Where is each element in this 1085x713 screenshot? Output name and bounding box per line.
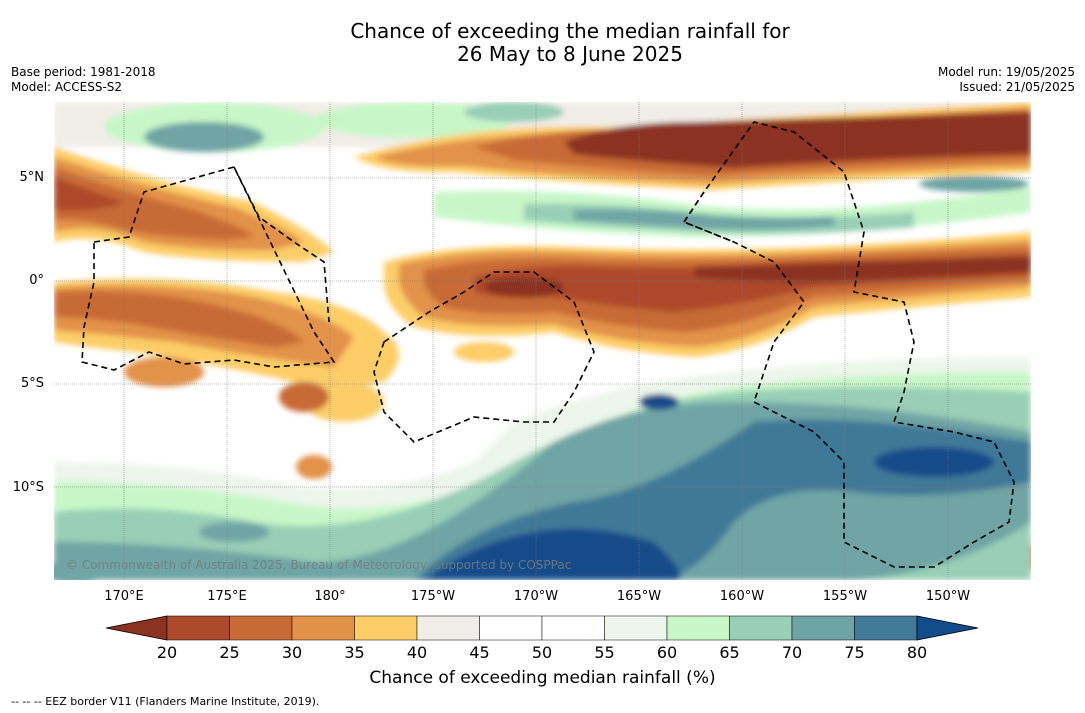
model-info: Base period: 1981-2018 Model: ACCESS-S2 bbox=[11, 65, 156, 95]
colorbar-segment bbox=[416, 615, 480, 641]
map-graticule bbox=[54, 102, 1031, 580]
colorbar-segment bbox=[791, 615, 855, 641]
model-run-text: Model run: 19/05/2025 bbox=[937, 65, 1075, 79]
lat-label-5n: 5°N bbox=[19, 170, 45, 185]
colorbar-segment bbox=[604, 615, 668, 641]
rainfall-field bbox=[54, 102, 1031, 580]
run-info: Model run: 19/05/2025 Issued: 21/05/2025 bbox=[938, 65, 1075, 95]
eez-kiribati-north bbox=[682, 191, 735, 243]
colorbar bbox=[106, 615, 979, 641]
title-line-2: 26 May to 8 June 2025 bbox=[457, 42, 683, 66]
eez-tokelau bbox=[233, 166, 330, 323]
model-name-text: Model: ACCESS-S2 bbox=[11, 80, 123, 94]
colorbar-tick-label: 75 bbox=[844, 643, 865, 662]
colorbar-label: Chance of exceeding median rainfall (%) bbox=[369, 668, 716, 688]
lon-label-170w: 170°W bbox=[513, 589, 559, 604]
rainfall-map bbox=[54, 102, 1031, 580]
colorbar-tick-label: 25 bbox=[219, 643, 240, 662]
lon-label-175w: 175°W bbox=[410, 589, 456, 604]
issued-date-text: Issued: 21/05/2025 bbox=[959, 80, 1075, 94]
colorbar-tick-label: 60 bbox=[656, 643, 678, 662]
colorbar-tick-label: 70 bbox=[781, 643, 803, 662]
eez-line-islands bbox=[682, 121, 1015, 568]
lat-label-10s: 10°S bbox=[12, 480, 44, 495]
title-line-1: Chance of exceeding the median rainfall … bbox=[350, 19, 790, 43]
colorbar-tick-label: 80 bbox=[906, 643, 928, 662]
lon-label-165w: 165°W bbox=[616, 589, 662, 604]
eez-tuvalu bbox=[81, 166, 336, 371]
lon-label-155w: 155°W bbox=[822, 589, 868, 604]
colorbar-segment bbox=[166, 615, 230, 641]
colorbar-segment bbox=[666, 615, 730, 641]
base-period-text: Base period: 1981-2018 bbox=[11, 65, 156, 79]
copyright-text: © Commonwealth of Australia 2025, Bureau… bbox=[66, 558, 572, 572]
colorbar-segment bbox=[854, 615, 918, 641]
lat-label-0: 0° bbox=[29, 273, 44, 288]
rainfall-map-svg bbox=[54, 102, 1031, 580]
colorbar-tick-label: 55 bbox=[594, 643, 615, 662]
lon-label-170e: 170°E bbox=[104, 589, 144, 604]
colorbar-segment bbox=[479, 615, 543, 641]
colorbar-tick-label: 30 bbox=[281, 643, 303, 662]
eez-borders bbox=[81, 121, 1015, 568]
lon-label-160w: 160°W bbox=[719, 589, 765, 604]
colorbar-extend-high bbox=[916, 615, 979, 641]
lat-label-5s: 5°S bbox=[20, 376, 44, 391]
colorbar-tick-label: 65 bbox=[719, 643, 740, 662]
colorbar-tick-label: 45 bbox=[469, 643, 490, 662]
colorbar-segment bbox=[729, 615, 793, 641]
colorbar-segment bbox=[354, 615, 418, 641]
colorbar-tick-label: 20 bbox=[156, 643, 178, 662]
colorbar-segment bbox=[291, 615, 355, 641]
lon-label-175e: 175°E bbox=[207, 589, 247, 604]
colorbar-tick-label: 50 bbox=[531, 643, 553, 662]
map-title: Chance of exceeding the median rainfall … bbox=[0, 20, 1085, 66]
colorbar-tick-label: 40 bbox=[406, 643, 428, 662]
lon-label-150w: 150°W bbox=[925, 589, 971, 604]
colorbar-extend-low bbox=[106, 615, 168, 641]
lon-label-180: 180° bbox=[314, 589, 346, 604]
eez-legend-note: -- -- -- EEZ border V11 (Flanders Marine… bbox=[11, 695, 320, 708]
colorbar-segment bbox=[229, 615, 293, 641]
colorbar-segments bbox=[106, 615, 979, 641]
colorbar-segment bbox=[541, 615, 605, 641]
colorbar-tick-label: 35 bbox=[344, 643, 365, 662]
